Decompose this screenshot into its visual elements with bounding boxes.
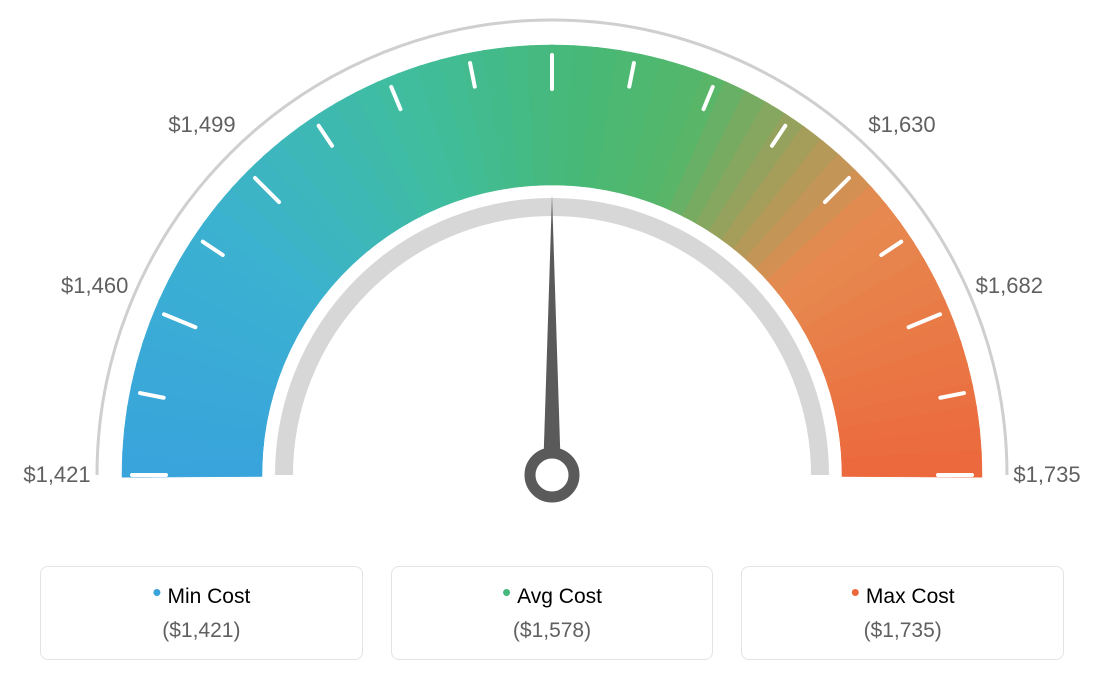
legend-title-max: •Max Cost <box>752 585 1053 609</box>
bullet-max: • <box>851 577 860 607</box>
legend-value-max: ($1,735) <box>752 619 1053 643</box>
legend-value-min: ($1,421) <box>51 619 352 643</box>
gauge-tick-label: $1,682 <box>976 273 1043 299</box>
gauge-svg <box>0 0 1104 560</box>
legend-value-avg: ($1,578) <box>402 619 703 643</box>
gauge-chart: $1,421$1,460$1,499$1,578$1,630$1,682$1,7… <box>0 0 1104 560</box>
legend-card-max: •Max Cost ($1,735) <box>741 566 1064 660</box>
gauge-tick-label: $1,735 <box>1013 462 1080 488</box>
bullet-min: • <box>152 577 161 607</box>
legend-title-avg: •Avg Cost <box>402 585 703 609</box>
legend-row: •Min Cost ($1,421) •Avg Cost ($1,578) •M… <box>40 566 1064 660</box>
legend-title-min-text: Min Cost <box>167 585 250 608</box>
legend-title-max-text: Max Cost <box>866 585 955 608</box>
gauge-tick-label: $1,630 <box>868 112 935 138</box>
gauge-tick-label: $1,499 <box>168 112 235 138</box>
legend-card-avg: •Avg Cost ($1,578) <box>391 566 714 660</box>
gauge-tick-label: $1,421 <box>23 462 90 488</box>
legend-title-avg-text: Avg Cost <box>517 585 602 608</box>
legend-title-min: •Min Cost <box>51 585 352 609</box>
gauge-tick-label: $1,460 <box>61 273 128 299</box>
bullet-avg: • <box>502 577 511 607</box>
legend-card-min: •Min Cost ($1,421) <box>40 566 363 660</box>
